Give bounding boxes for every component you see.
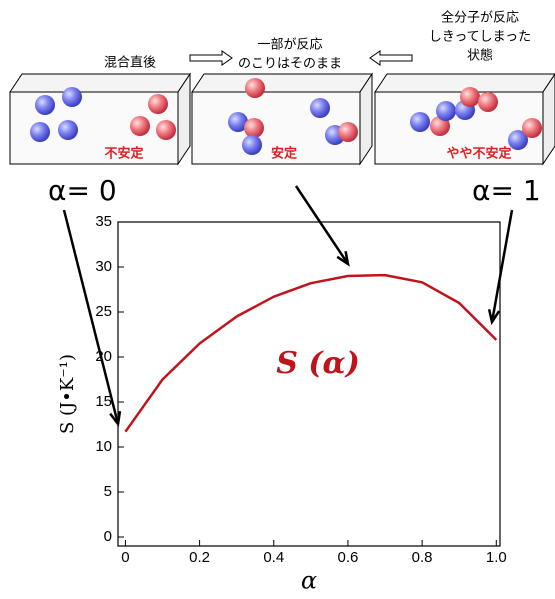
molecule [310,98,330,118]
annotation: α= 1 [472,174,541,207]
x-tick-label: 0.2 [189,549,210,566]
y-tick-label: 0 [104,528,112,545]
box-top [192,74,372,92]
x-tick-label: 0.8 [412,549,433,566]
molecule [436,101,456,121]
box-top [10,74,190,92]
x-tick-label: 0 [121,549,129,566]
x-tick-label: 0.6 [338,549,359,566]
x-tick-label: 1.0 [486,549,507,566]
x-tick-label: 0.4 [263,549,284,566]
annotation: α= 0 [48,174,117,207]
molecule [148,94,168,114]
molecule [58,120,78,140]
molecule [244,118,264,138]
stage-state: 不安定 [104,146,143,162]
molecule [338,122,358,142]
y-tick-label: 25 [95,303,112,320]
pointer-arrow [296,186,348,264]
stage-caption: 一部が反応 [257,38,322,53]
pointer-arrow [492,210,512,322]
stage-state: 安定 [271,146,297,162]
molecule [130,116,150,136]
molecule [35,95,55,115]
molecule [245,78,265,98]
molecule [478,92,498,112]
transition-arrow [370,51,412,65]
series-label: S (α) [276,346,360,381]
molecule [156,120,176,140]
molecule [460,87,480,107]
y-tick-label: 10 [95,438,112,455]
y-tick-label: 35 [95,213,112,230]
stage-caption: 状態 [467,48,493,64]
y-tick-label: 15 [95,393,112,410]
figure: 不安定 混合直後安定 一部が反応のこりはそのままやや不安定 全分子が反応しきってしまっ… [0,0,555,599]
stage-caption: 全分子が反応 [441,10,519,26]
stage-state: やや不安定 [446,146,511,162]
molecule [30,122,50,142]
y-axis-label: S (J•K⁻¹) [57,354,78,434]
stage-caption: しきってしまった [429,30,531,45]
molecule [242,135,262,155]
plot-frame [118,222,500,546]
molecule [62,87,82,107]
y-tick-label: 5 [104,483,112,500]
y-tick-label: 30 [95,258,112,275]
molecule [522,118,542,138]
transition-arrow [190,51,232,65]
stage-caption: のこりはそのまま [238,57,342,72]
molecule [410,112,430,132]
x-axis-label: α [301,567,317,595]
stage-caption: 混合直後 [104,56,156,71]
